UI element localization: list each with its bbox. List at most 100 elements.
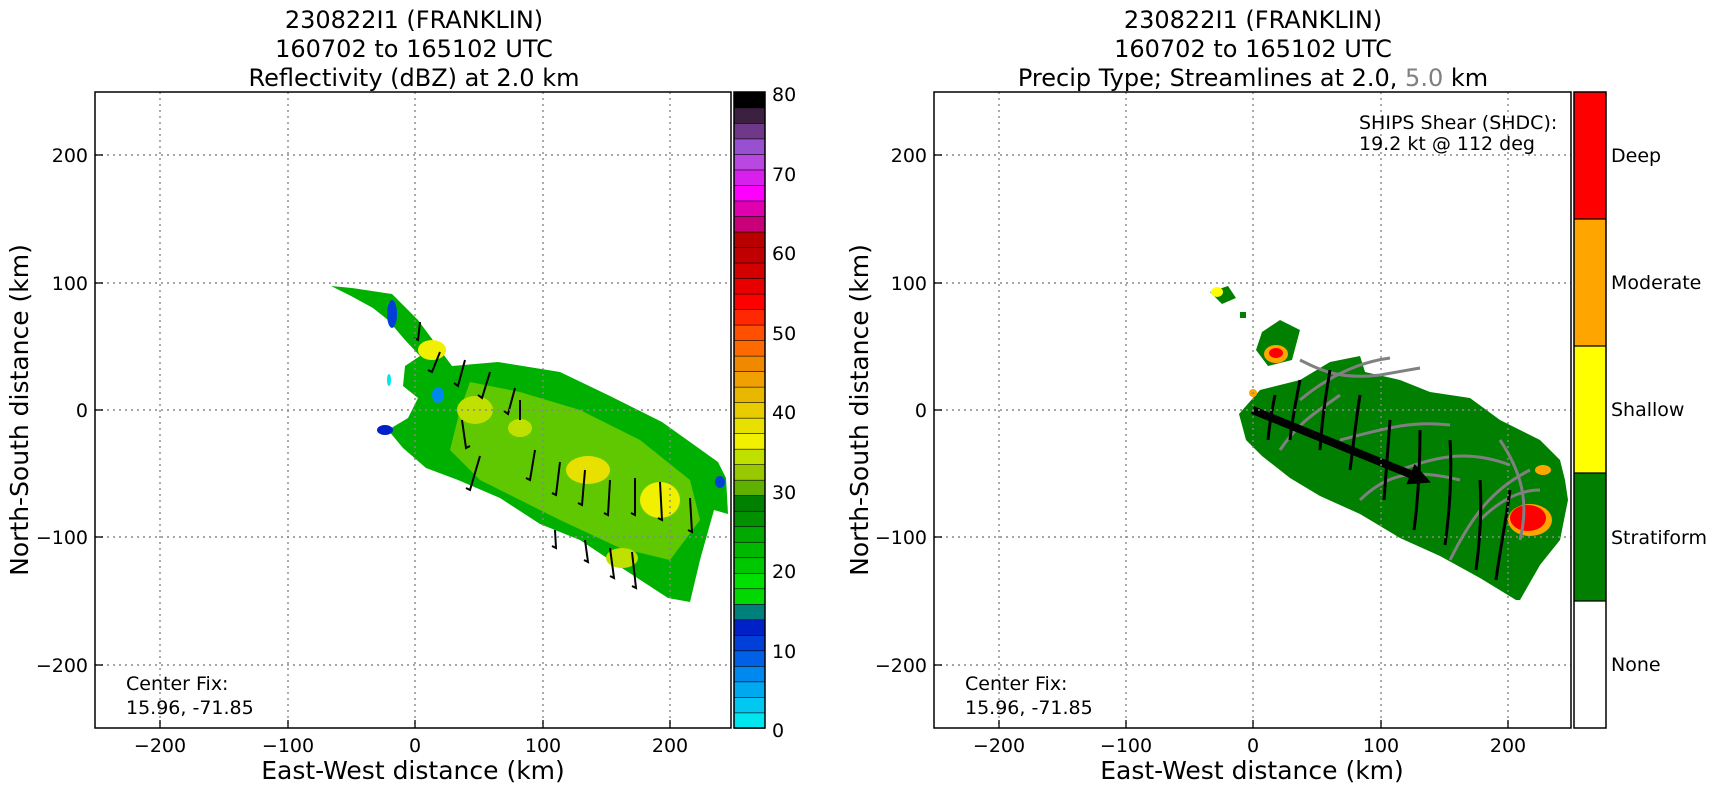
right-grid xyxy=(934,92,1571,728)
colorbar-tick-label: 50 xyxy=(772,323,796,345)
right-panel: 230822I1 (FRANKLIN) 160702 to 165102 UTC… xyxy=(845,6,1707,785)
right-tick-marks xyxy=(934,154,1509,728)
colorbar-bin xyxy=(733,432,766,450)
shear-label-line2: 19.2 kt @ 112 deg xyxy=(1359,133,1535,155)
x-tick-label: 200 xyxy=(1490,735,1526,757)
y-tick-label: 100 xyxy=(52,273,88,295)
left-y-axis-label: North-South distance (km) xyxy=(5,244,34,576)
colorbar-bin xyxy=(733,91,766,109)
wind-barb xyxy=(453,359,466,388)
reflectivity-weak-4 xyxy=(387,374,391,386)
wind-barb xyxy=(477,371,491,400)
colorbar-tick-label: 80 xyxy=(772,84,796,106)
shear-label-line1: SHIPS Shear (SHDC): xyxy=(1359,112,1557,134)
colorbar-bin xyxy=(733,557,766,574)
colorbar-tick-label: 0 xyxy=(772,720,784,742)
streamlines-5km xyxy=(1278,356,1541,561)
colorbar-tick-label: 40 xyxy=(772,402,796,424)
reflectivity-core-4 xyxy=(418,340,446,360)
category-label-moderate: Moderate xyxy=(1611,272,1701,294)
reflectivity-weak-3 xyxy=(377,425,393,435)
right-x-tick-labels: −200 −100 0 100 200 xyxy=(973,735,1526,757)
colorbar-bin xyxy=(733,526,766,543)
left-x-axis-label: East-West distance (km) xyxy=(261,756,565,785)
wind-barb xyxy=(687,497,694,534)
colorbar-bin xyxy=(733,448,766,465)
colorbar-frame xyxy=(1573,91,1607,729)
colorbar-bin xyxy=(733,339,766,357)
right-center-fix-label: Center Fix: xyxy=(965,673,1067,695)
reflectivity-colorbar: 80 70 60 50 40 30 20 10 0 xyxy=(733,84,796,742)
colorbar-bin xyxy=(733,107,766,124)
category-label-deep: Deep xyxy=(1611,145,1661,167)
streamline-5km xyxy=(1498,439,1526,541)
colorbar-bin-shallow xyxy=(1574,346,1606,473)
left-center-fix-label: Center Fix: xyxy=(126,673,228,695)
y-tick-label: −200 xyxy=(875,655,927,677)
colorbar-bin xyxy=(733,401,766,419)
colorbar-bin xyxy=(733,696,766,714)
left-title-line1: 230822I1 (FRANKLIN) xyxy=(285,6,543,34)
streamline-5km xyxy=(1278,393,1341,451)
colorbar-bin xyxy=(733,681,766,698)
streamline-2km xyxy=(1382,419,1392,501)
colorbar-bin-stratiform xyxy=(1574,473,1606,601)
title-part-5km: 5.0 xyxy=(1405,64,1443,92)
wind-barb xyxy=(631,551,638,590)
colorbar-bin-none xyxy=(1574,601,1606,728)
wind-barb xyxy=(525,449,536,482)
category-label-shallow: Shallow xyxy=(1611,399,1684,421)
y-tick-label: −200 xyxy=(36,655,88,677)
right-y-axis-label: North-South distance (km) xyxy=(845,244,874,576)
colorbar-tick-label: 60 xyxy=(772,243,796,265)
colorbar-bin xyxy=(733,138,766,155)
colorbar-tick-label: 70 xyxy=(772,164,796,186)
streamline-2km xyxy=(1474,479,1483,571)
title-part-2km: Precip Type; Streamlines at 2.0, xyxy=(1018,64,1398,92)
reflectivity-core-1 xyxy=(457,396,493,424)
right-title-line1: 230822I1 (FRANKLIN) xyxy=(1124,6,1382,34)
colorbar-tick-labels: 80 70 60 50 40 30 20 10 0 xyxy=(772,84,796,742)
colorbar-bin xyxy=(733,572,766,590)
shear-vector-shaft xyxy=(1250,406,1412,478)
deep-cell-2 xyxy=(1510,505,1546,531)
colorbar-bin xyxy=(733,324,766,341)
streamline-2km xyxy=(1494,489,1512,581)
colorbar-bin xyxy=(733,417,766,434)
colorbar-category-labels: Deep Moderate Shallow Stratiform None xyxy=(1611,145,1707,676)
precip-type-field xyxy=(1210,286,1568,600)
colorbar-bin xyxy=(733,262,766,279)
colorbar-bin xyxy=(733,370,766,388)
deep-cell-1 xyxy=(1269,348,1283,358)
right-center-fix-coords: 15.96, -71.85 xyxy=(965,697,1093,719)
moderate-cell-2 xyxy=(1535,465,1551,475)
colorbar-bin xyxy=(733,588,766,605)
y-tick-label: 200 xyxy=(52,145,88,167)
streamline-2km xyxy=(1412,429,1422,531)
left-grid xyxy=(95,92,731,728)
reflectivity-core-2 xyxy=(566,456,610,484)
x-tick-label: 100 xyxy=(525,735,561,757)
y-tick-label: −100 xyxy=(875,527,927,549)
colorbar-bin xyxy=(733,495,766,512)
colorbar-bin xyxy=(733,122,766,140)
colorbar-tick-label: 30 xyxy=(772,482,796,504)
colorbar-bin xyxy=(733,510,766,528)
colorbar-bin xyxy=(733,386,766,403)
colorbar-bin xyxy=(733,215,766,233)
title-part-km: km xyxy=(1451,64,1488,92)
colorbar-bin xyxy=(733,355,766,372)
x-tick-label: 0 xyxy=(1247,735,1259,757)
category-label-stratiform: Stratiform xyxy=(1611,527,1707,549)
left-panel: 230822I1 (FRANKLIN) 160702 to 165102 UTC… xyxy=(5,6,796,785)
wind-barb xyxy=(427,351,441,374)
wind-barb xyxy=(657,481,664,522)
y-tick-label: 0 xyxy=(915,400,927,422)
x-tick-label: 200 xyxy=(652,735,688,757)
colorbar-bin xyxy=(733,603,766,621)
wind-barb xyxy=(577,469,586,507)
colorbar-bin xyxy=(733,184,766,202)
colorbar-bin xyxy=(733,479,766,497)
colorbar-bins xyxy=(733,91,766,729)
